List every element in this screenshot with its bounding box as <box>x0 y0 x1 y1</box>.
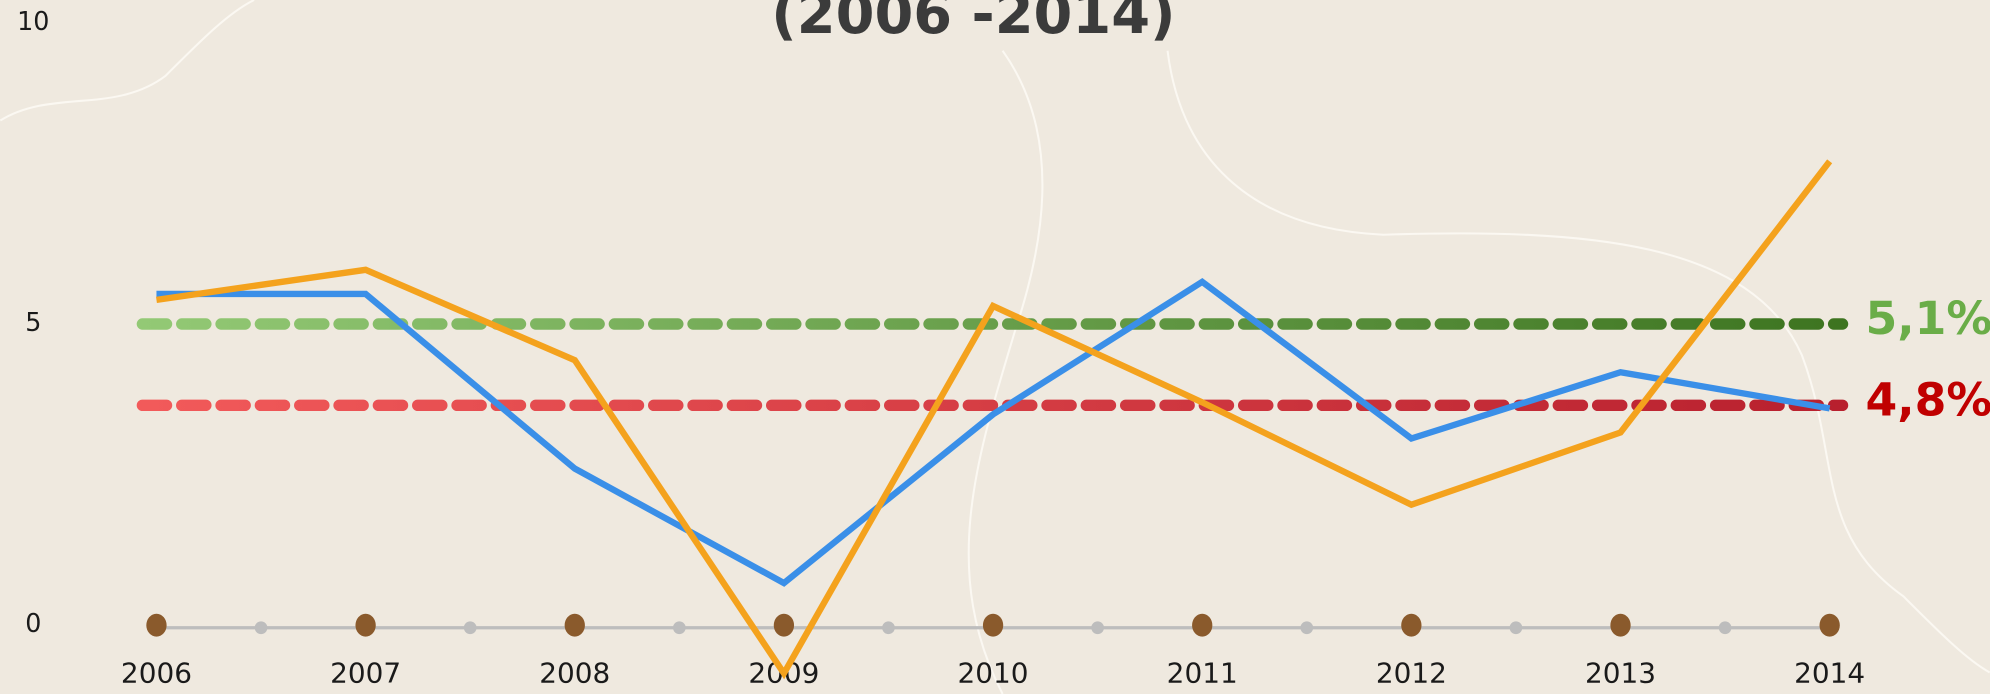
minor-dot <box>882 621 895 635</box>
x-tick-label: 2006 <box>121 657 192 690</box>
x-tick-mark <box>146 613 167 637</box>
x-tick-label: 2010 <box>958 657 1029 690</box>
x-tick-mark <box>982 613 1004 637</box>
minor-dot <box>1300 621 1314 635</box>
minor-dot <box>463 621 477 635</box>
reference-label: 5,1% <box>1865 292 1990 345</box>
reference-label: 4,8% <box>1865 373 1990 426</box>
x-tick-label: 2012 <box>1376 657 1447 690</box>
chart-title: (2006 -2014) <box>771 0 1175 47</box>
x-tick-mark <box>1401 613 1422 637</box>
y-tick-label: 0 <box>25 608 41 638</box>
minor-dot <box>672 621 686 635</box>
x-tick-mark <box>564 613 585 637</box>
series-line <box>156 159 1833 680</box>
y-tick-label: 10 <box>17 6 49 36</box>
minor-dot <box>1718 621 1732 635</box>
x-tick-mark <box>1192 613 1213 637</box>
y-tick-label: 5 <box>25 307 41 337</box>
x-tick-mark <box>1819 613 1840 637</box>
x-tick-label: 2014 <box>1794 657 1865 690</box>
minor-dot <box>1091 621 1104 635</box>
minor-dot <box>1509 621 1523 635</box>
x-tick-label: 2007 <box>330 657 401 690</box>
x-tick-label: 2013 <box>1585 657 1656 690</box>
x-tick-mark <box>355 613 376 637</box>
x-tick-label: 2011 <box>1167 657 1238 690</box>
series-line <box>156 277 1831 587</box>
x-tick-label: 2008 <box>539 657 610 690</box>
x-tick-mark <box>1610 613 1631 637</box>
minor-dot <box>254 621 268 635</box>
x-tick-mark <box>773 613 795 637</box>
